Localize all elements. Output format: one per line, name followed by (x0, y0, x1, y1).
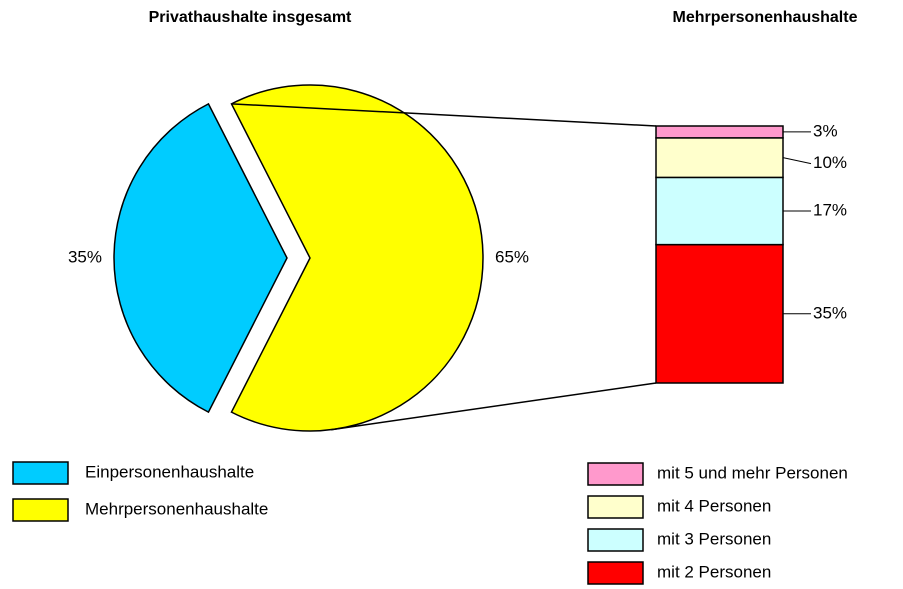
bar-title: Mehrpersonenhaushalte (673, 9, 858, 26)
legend-swatch (587, 528, 644, 552)
value-label: 17% (813, 200, 847, 219)
legend-label: mit 5 und mehr Personen (657, 463, 848, 482)
pie-title: Privathaushalte insgesamt (149, 9, 352, 26)
legend-swatch (587, 495, 644, 519)
leader-line (782, 157, 812, 165)
connector (330, 382, 657, 431)
pie-slice (113, 102, 288, 414)
legend-swatch (587, 462, 644, 486)
legend-label: Mehrpersonenhaushalte (85, 499, 268, 518)
value-label: 35% (813, 303, 847, 322)
legend-swatch (587, 561, 644, 585)
value-label: 10% (813, 153, 847, 172)
value-label: 65% (495, 247, 529, 266)
legend-label: mit 2 Personen (657, 562, 771, 581)
value-label: 3% (813, 121, 838, 140)
bar-segment (655, 243, 784, 384)
value-label: 35% (68, 247, 102, 266)
bar-segment (655, 125, 784, 139)
bar-segment (655, 137, 784, 179)
connector (231, 103, 657, 127)
legend-swatch (12, 498, 69, 522)
legend-swatch (12, 461, 69, 485)
legend-label: mit 4 Personen (657, 496, 771, 515)
legend-label: mit 3 Personen (657, 529, 771, 548)
bar-segment (655, 176, 784, 246)
legend-label: Einpersonenhaushalte (85, 462, 254, 481)
